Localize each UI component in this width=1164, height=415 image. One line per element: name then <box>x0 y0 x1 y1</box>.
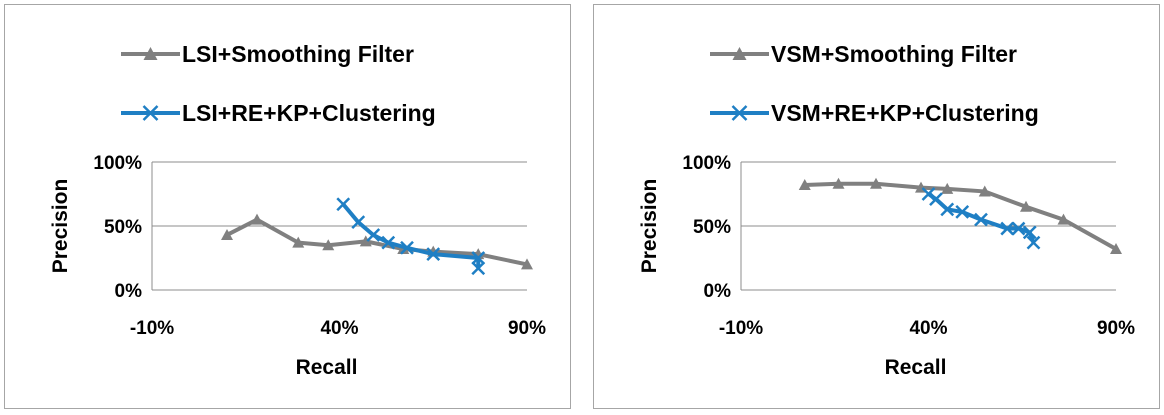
data-point <box>974 212 988 227</box>
data-point <box>1110 243 1122 255</box>
y-tick-label: 0% <box>704 281 732 302</box>
x-tick-label: -10% <box>719 318 763 339</box>
legend-label: LSI+Smoothing Filter <box>182 41 414 67</box>
data-point <box>521 258 533 270</box>
y-tick-label: 100% <box>682 153 731 174</box>
y-tick-label: 0% <box>115 281 143 302</box>
data-point <box>336 197 351 212</box>
data-point <box>941 182 954 194</box>
series-line <box>341 202 481 269</box>
chart-panel-lsi: 0% 50% 100% -10% 40% 90% Recall Precision LSI+Sm… <box>4 4 571 409</box>
data-point <box>832 177 845 189</box>
x-tick-label: 40% <box>320 318 358 339</box>
legend-label: LSI+RE+KP+Clustering <box>182 100 436 126</box>
data-point <box>366 228 381 242</box>
data-point <box>929 192 943 207</box>
chart-panel-vsm: 0% 50% 100% -10% 40% 90% Recall Precision VSM+Sm… <box>593 4 1160 409</box>
y-tick-label: 50% <box>104 217 142 238</box>
data-point <box>471 261 486 276</box>
data-point <box>471 251 486 265</box>
legend-marker <box>142 105 159 121</box>
data-point <box>870 177 882 189</box>
data-point <box>292 236 305 248</box>
legend-label: VSM+RE+KP+Clustering <box>771 100 1039 126</box>
y-axis-title: Precision <box>638 179 661 274</box>
chart-vsm: 0% 50% 100% -10% 40% 90% Recall Precision VSM+Sm… <box>638 41 1135 379</box>
data-point <box>1026 235 1041 250</box>
y-tick-label: 100% <box>93 153 142 174</box>
series-line <box>804 181 1117 251</box>
data-point <box>1022 225 1037 240</box>
x-tick-label: 90% <box>508 318 546 339</box>
data-point <box>426 247 441 262</box>
data-point <box>921 187 936 201</box>
legend-label: VSM+Smoothing Filter <box>771 41 1017 67</box>
data-point <box>955 205 970 219</box>
x-tick-label: -10% <box>130 318 174 339</box>
data-point <box>251 213 263 225</box>
legend-marker <box>143 47 158 60</box>
x-axis-title: Recall <box>296 356 358 379</box>
data-point <box>1057 213 1070 225</box>
data-point <box>351 215 366 230</box>
x-tick-label: 40% <box>909 318 947 339</box>
chart-lsi: 0% 50% 100% -10% 40% 90% Recall Precision LSI+Sm… <box>49 41 546 379</box>
data-point <box>400 240 414 255</box>
data-point <box>1011 221 1026 236</box>
data-point <box>221 228 233 240</box>
data-point <box>1000 221 1015 236</box>
data-point <box>1020 200 1032 212</box>
x-axis-title: Recall <box>885 356 947 379</box>
y-axis-title: Precision <box>49 179 72 274</box>
legend-marker <box>731 105 748 121</box>
data-point <box>978 185 991 197</box>
data-point <box>381 235 396 250</box>
data-point <box>359 235 372 247</box>
data-point <box>322 239 335 251</box>
x-tick-label: 90% <box>1097 318 1135 339</box>
data-point <box>940 202 955 217</box>
data-point <box>798 179 811 191</box>
y-tick-label: 50% <box>693 217 731 238</box>
legend-marker <box>732 47 747 60</box>
